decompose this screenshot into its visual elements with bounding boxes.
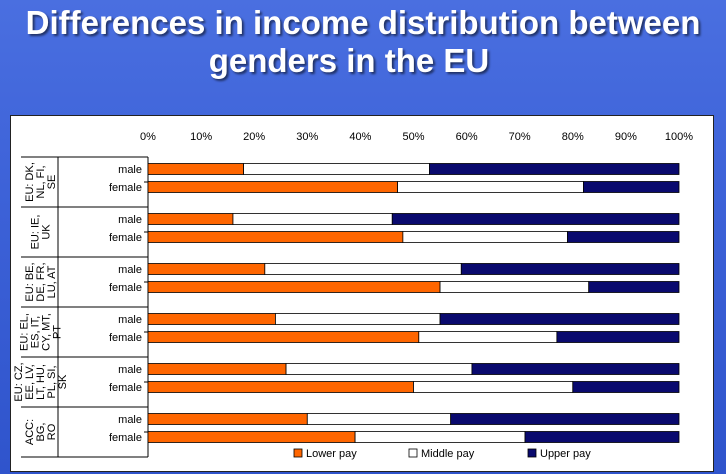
legend-swatch	[293, 448, 303, 458]
category-label: male	[118, 314, 142, 326]
group-label-line: EU: DK,	[24, 162, 36, 202]
bar-segment	[397, 181, 584, 193]
legend-swatch	[408, 448, 418, 458]
x-tick-label: 40%	[349, 131, 371, 143]
bar-segment	[354, 431, 526, 443]
group-label-line: LU, AT	[46, 265, 58, 298]
bar-segment	[413, 381, 574, 393]
category-label: male	[118, 414, 142, 426]
stacked-bar-chart: 0% 10% 20% 30% 40% 50% 60% 70% 80% 90% 100% EU: DK,…	[13, 131, 693, 460]
group-label-line: EU: BE,	[24, 262, 36, 301]
bar-segment	[460, 263, 680, 275]
x-tick-label: 100%	[665, 131, 693, 143]
group-label: EU: IE,UK	[30, 215, 53, 250]
x-tick-label: 80%	[562, 131, 584, 143]
group-label-line: SE	[46, 175, 58, 190]
bar-segment	[450, 413, 680, 425]
category-label: male	[118, 164, 142, 176]
bar-segment	[147, 231, 404, 243]
group-label: EU: BE,DE, FR,LU, AT	[24, 262, 58, 301]
bar-segment	[147, 281, 441, 293]
group-label-line: UK	[41, 224, 53, 240]
group-label-line: NL, FI,	[35, 165, 47, 198]
category-label: female	[109, 332, 142, 344]
bar-segment	[418, 331, 558, 343]
group-label: EU: EL,ES, IT,CY, MT,PT	[19, 313, 64, 351]
bar-segment	[147, 313, 276, 325]
group-label-line: ES, IT,	[30, 316, 42, 348]
bar-segment	[588, 281, 680, 293]
bar-segment	[439, 313, 680, 325]
x-tick-label: 30%	[296, 131, 318, 143]
group-label-line: BG,	[35, 423, 47, 442]
bar-segment	[147, 181, 398, 193]
legend-label: Middle pay	[421, 448, 475, 460]
bar-segment	[147, 331, 420, 343]
bar-segment	[147, 381, 414, 393]
group-label-line: EU: EL,	[19, 313, 31, 351]
bar-segment	[147, 431, 356, 443]
category-label: female	[109, 282, 142, 294]
bar-segment	[275, 313, 441, 325]
group-label: ACC:BG,RO	[24, 419, 58, 445]
bar-segment	[243, 163, 430, 175]
bar-segment	[285, 363, 473, 375]
group-label-line: CY, MT,	[41, 313, 53, 351]
group-label-line: LT, HU,	[35, 364, 47, 400]
bar-segment	[556, 331, 680, 343]
bar-segment	[147, 263, 266, 275]
x-tick-label: 60%	[456, 131, 478, 143]
group-label-line: PT	[52, 325, 64, 339]
legend-swatch	[527, 448, 537, 458]
bar-segment	[391, 213, 680, 225]
category-label: male	[118, 264, 142, 276]
bar-segment	[524, 431, 680, 443]
bar-segment	[402, 231, 568, 243]
chart-title-line-2: genders in the EU	[208, 42, 490, 79]
bar-segment	[232, 213, 393, 225]
group-label-line: RO	[46, 423, 58, 440]
group-label-line: ACC:	[24, 419, 36, 445]
bar-segment	[147, 163, 244, 175]
bar-segment	[147, 213, 234, 225]
bar-segment	[429, 163, 680, 175]
bar-segment	[567, 231, 680, 243]
category-label: female	[109, 432, 142, 444]
x-tick-label: 20%	[243, 131, 265, 143]
category-label: female	[109, 232, 142, 244]
x-tick-label: 50%	[402, 131, 424, 143]
category-label: male	[118, 214, 142, 226]
bar-segment	[471, 363, 680, 375]
bar-segment	[147, 363, 287, 375]
legend-label: Upper pay	[540, 448, 591, 460]
group-label-line: EE, LV,	[24, 364, 36, 399]
group-label-line: SK	[57, 374, 69, 389]
group-label-line: DE, FR,	[35, 262, 47, 301]
x-tick-label: 10%	[190, 131, 212, 143]
chart-panel: 0% 10% 20% 30% 40% 50% 60% 70% 80% 90% 100% EU: DK,…	[10, 115, 714, 472]
legend-label: Lower pay	[306, 448, 357, 460]
group-label-line: PL, SI,	[46, 365, 58, 398]
bar-segment	[572, 381, 680, 393]
bar-segment	[306, 413, 452, 425]
bar-segment	[147, 413, 308, 425]
bar-segment	[264, 263, 462, 275]
category-label: female	[109, 382, 142, 394]
category-label: male	[118, 364, 142, 376]
x-tick-label: 70%	[509, 131, 531, 143]
group-label: EU: DK,NL, FI,SE	[24, 162, 58, 202]
bar-segment	[583, 181, 680, 193]
group-label-line: EU: IE,	[30, 215, 42, 250]
bar-segment	[439, 281, 590, 293]
group-label: EU: CZ,EE, LV,LT, HU,PL, SI,SK	[13, 362, 69, 401]
chart-title-line-1: Differences in income distribution betwe…	[25, 4, 701, 41]
x-tick-label: 0%	[140, 131, 156, 143]
group-label-line: EU: CZ,	[13, 362, 25, 401]
category-label: female	[109, 182, 142, 194]
x-tick-label: 90%	[615, 131, 637, 143]
